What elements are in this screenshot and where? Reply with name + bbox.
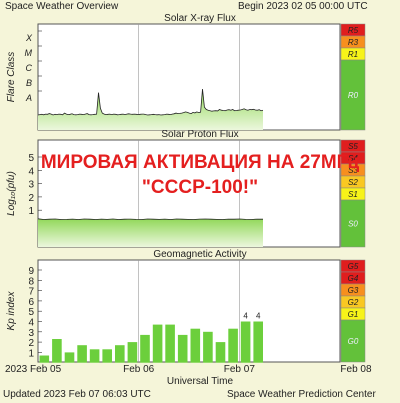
- x-tick-feb-06: Feb 06: [123, 364, 155, 375]
- x-tick-2023-feb-05: 2023 Feb 05: [5, 364, 62, 375]
- footer-center: Space Weather Prediction Center: [227, 389, 376, 400]
- kp-bar: [52, 339, 62, 363]
- footer-updated: Updated 2023 Feb 07 06:03 UTC: [3, 389, 151, 400]
- kp-bar: [39, 355, 50, 363]
- kp-bar: [253, 321, 263, 363]
- xray-ytick-a: A: [25, 93, 32, 103]
- scale-label-r1: R1: [348, 50, 358, 59]
- header-begin: Begin 2023 02 05 00:00 UTC: [238, 1, 368, 12]
- scale-label-r3: R3: [348, 38, 359, 47]
- kp-ytick-9: 9: [28, 266, 34, 277]
- kp-bar: [140, 334, 150, 363]
- kp-bar: [177, 334, 188, 363]
- scale-label-g2: G2: [348, 298, 359, 307]
- proton-flux-area: [38, 218, 263, 247]
- xray-title: Solar X-ray Flux: [164, 13, 236, 24]
- proton-ytick-3: 3: [28, 180, 34, 191]
- xray-flux-area: [38, 89, 263, 130]
- xray-ytick-m: M: [25, 48, 33, 58]
- kp-bar: [203, 331, 213, 363]
- kp-bar: [127, 342, 138, 363]
- panel-1-plot-area: [37, 23, 341, 131]
- kp-bar: [215, 342, 226, 363]
- scale-label-g4: G4: [348, 274, 359, 283]
- scale-label-r0: R0: [348, 91, 359, 100]
- kp-bar: [190, 328, 201, 363]
- scale-label-g1: G1: [348, 310, 359, 319]
- kp-ylabel: Kp index: [6, 291, 17, 331]
- scale-label-g0: G0: [348, 337, 359, 346]
- x-tick-feb-08: Feb 08: [340, 364, 372, 375]
- scale-cell-r0: [340, 59, 366, 131]
- proton-flux-line: [37, 218, 264, 220]
- overlay-banner: МИРОВАЯ АКТИВАЦИЯ НА 27МГц "СССР-100!": [0, 150, 400, 200]
- scale-label-s5: S5: [348, 142, 358, 151]
- scale-cell-s0: [340, 199, 366, 248]
- kp-bar: [64, 352, 75, 363]
- kp-bar-label: 4: [256, 312, 261, 321]
- kp-bar: [102, 349, 112, 363]
- overlay-line-1: МИРОВАЯ АКТИВАЦИЯ НА 27МГц: [40, 152, 360, 173]
- x-axis-label: Universal Time: [166, 376, 234, 387]
- xray-ytick-c: C: [26, 63, 33, 73]
- kp-ytick-8: 8: [28, 276, 34, 287]
- proton-ytick-4: 4: [28, 166, 34, 177]
- kp-bar: [152, 324, 163, 363]
- kp-ytick-7: 7: [28, 287, 34, 298]
- kp-bar-label: 4: [243, 312, 248, 321]
- kp-bar: [77, 345, 87, 363]
- scale-label-g3: G3: [348, 286, 359, 295]
- proton-ytick-2: 2: [28, 193, 34, 204]
- xray-ytick-x: X: [25, 33, 33, 43]
- kp-ytick-5: 5: [28, 307, 34, 318]
- kp-bar: [89, 349, 100, 363]
- overlay-line-2: "СССР-100!": [141, 177, 259, 198]
- proton-ylabel: Log₁₀(pfu): [6, 171, 17, 216]
- kp-ytick-4: 4: [28, 318, 34, 329]
- kp-bar: [115, 345, 125, 363]
- proton-ytick-5: 5: [28, 153, 34, 164]
- geomag-title: Geomagnetic Activity: [153, 249, 247, 260]
- xray-flux-line: [37, 88, 264, 116]
- proton-ytick-1: 1: [28, 206, 34, 217]
- kp-ytick-3: 3: [28, 328, 34, 339]
- header-title: Space Weather Overview: [5, 1, 119, 12]
- kp-ytick-2: 2: [28, 338, 34, 349]
- scale-label-r5: R5: [348, 26, 359, 35]
- scale-label-s1: S1: [348, 190, 358, 199]
- xray-ytick-b: B: [26, 78, 32, 88]
- kp-bar: [228, 328, 238, 363]
- x-tick-feb-07: Feb 07: [224, 364, 256, 375]
- scale-label-s3: S3: [348, 166, 358, 175]
- panel-3-plot-area: [37, 259, 341, 363]
- kp-ytick-6: 6: [28, 297, 34, 308]
- scale-label-s0: S0: [348, 220, 358, 229]
- scale-label-s2: S2: [348, 178, 358, 187]
- scale-label-g5: G5: [348, 262, 359, 271]
- proton-title: Solar Proton Flux: [161, 129, 239, 140]
- kp-bar: [165, 324, 175, 363]
- scale-label-s4: S4: [348, 154, 358, 163]
- kp-ytick-1: 1: [28, 348, 34, 359]
- scale-cell-g0: [340, 319, 366, 363]
- kp-bar: [240, 321, 251, 363]
- xray-ylabel: Flare Class: [6, 52, 17, 103]
